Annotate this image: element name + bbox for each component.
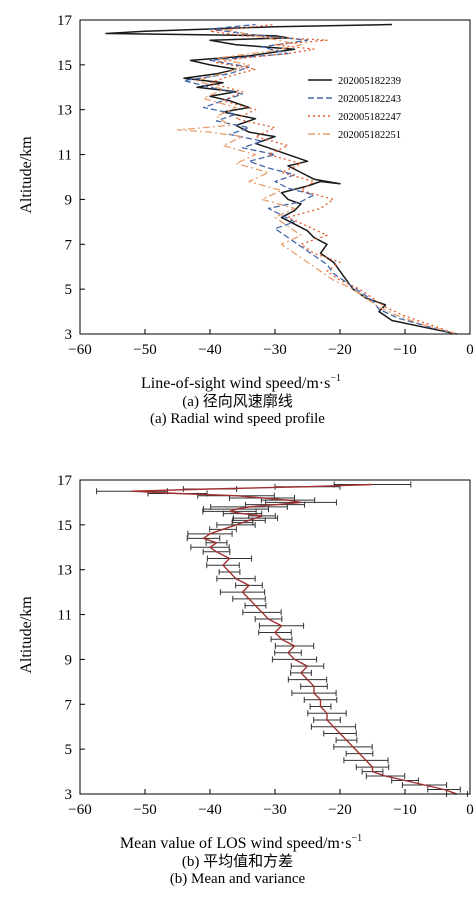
- legend-entry: 202005182239: [308, 76, 401, 87]
- y-tick-label: 3: [65, 787, 73, 803]
- x-tick-label: −60: [68, 342, 91, 358]
- caption-b-en: (b) Mean and variance: [169, 871, 306, 887]
- y-tick-label: 11: [58, 148, 72, 164]
- legend-entry: 202005182251: [308, 130, 401, 141]
- series-line-202005182251: [176, 28, 458, 335]
- x-tick-label: −40: [198, 802, 221, 818]
- x-tick-label: −60: [68, 802, 91, 818]
- y-tick-label: 15: [57, 518, 72, 534]
- x-tick-label: −30: [263, 802, 286, 818]
- legend-entry: 202005182247: [308, 112, 401, 123]
- x-tick-label: −10: [393, 342, 416, 358]
- y-tick-label: 5: [65, 282, 73, 298]
- plot-area-b: [96, 481, 468, 797]
- axes-a: −60 −50 −40 −30 −20 −10 0 3 5 7 9 11 13 15 17: [57, 13, 474, 358]
- x-tick-label: −50: [133, 802, 156, 818]
- y-axis-label-b: Altitude/km: [18, 596, 35, 674]
- x-tick-label: −20: [328, 802, 351, 818]
- y-tick-label: 13: [57, 103, 72, 119]
- y-axis-label-a: Altitude/km: [18, 136, 35, 214]
- legend-label: 202005182247: [338, 112, 401, 123]
- y-tick-label: 11: [58, 608, 72, 624]
- plot-area-a: [105, 23, 458, 335]
- caption-a-en: (a) Radial wind speed profile: [150, 411, 325, 427]
- x-tick-label: −20: [328, 342, 351, 358]
- x-tick-label: −40: [198, 342, 221, 358]
- y-tick-label: 9: [65, 192, 73, 208]
- y-tick-label: 17: [57, 473, 73, 489]
- axes-b: −60 −50 −40 −30 −20 −10 0 3 5 7 9 11 13 15 17: [57, 473, 474, 818]
- y-tick-label: 15: [57, 58, 72, 74]
- axes-frame: [79, 19, 471, 335]
- y-tick-label: 17: [57, 13, 73, 29]
- x-tick-label: −10: [393, 802, 416, 818]
- error-bar: [333, 481, 412, 488]
- legend-label: 202005182243: [338, 94, 401, 105]
- panel-b-mean-variance: −60 −50 −40 −30 −20 −10 0 3 5 7 9 11 13 15 17 Mean val…: [18, 473, 474, 852]
- legend-entry: 202005182243: [308, 94, 401, 105]
- series-line-202005182243: [183, 23, 458, 335]
- caption-a-cn: (a) 径向风速廓线: [182, 394, 293, 410]
- y-tick-label: 13: [57, 563, 72, 579]
- panel-a-radial-wind-profile: −60 −50 −40 −30 −20 −10 0 3 5 7 9 11 13 15 17 20200518…: [18, 13, 474, 392]
- y-tick-label: 9: [65, 652, 73, 668]
- caption-b-cn: (b) 平均值和方差: [181, 854, 294, 870]
- legend-a: 202005182239 202005182243 202005182247 2020…: [308, 76, 401, 141]
- series-line-202005182247: [209, 23, 458, 335]
- x-axis-label-b: Mean value of LOS wind speed/m·s−1: [120, 833, 362, 852]
- series-line-mean: [131, 483, 458, 795]
- legend-label: 202005182239: [338, 76, 401, 87]
- x-axis-label-a: Line-of-sight wind speed/m·s−1: [141, 373, 341, 392]
- legend-label: 202005182251: [338, 130, 401, 141]
- x-tick-label: −50: [133, 342, 156, 358]
- y-tick-label: 3: [65, 327, 73, 343]
- axes-frame: [79, 479, 471, 795]
- x-tick-label: 0: [466, 342, 474, 358]
- y-tick-label: 7: [65, 237, 73, 253]
- y-tick-label: 5: [65, 742, 73, 758]
- x-tick-label: 0: [466, 802, 474, 818]
- x-tick-label: −30: [263, 342, 286, 358]
- y-tick-label: 7: [65, 697, 73, 713]
